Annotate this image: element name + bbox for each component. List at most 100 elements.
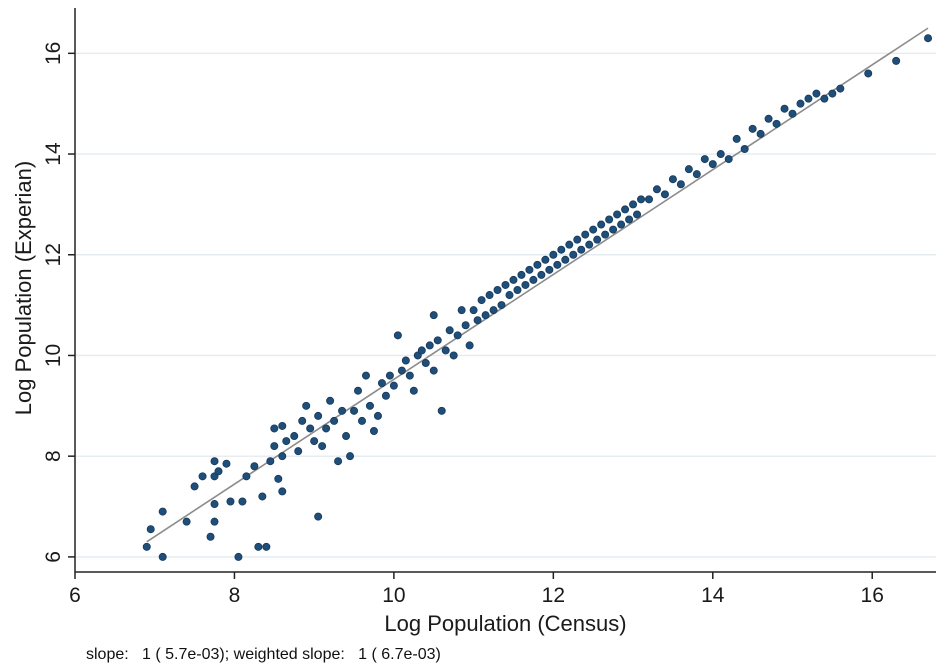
data-point-83	[493, 285, 502, 294]
data-point-141	[812, 89, 821, 98]
data-point-118	[633, 210, 642, 219]
data-point-84	[497, 301, 506, 310]
data-point-15	[238, 497, 247, 506]
data-point-104	[577, 245, 586, 254]
data-point-57	[393, 331, 402, 340]
data-point-140	[804, 94, 813, 103]
data-point-43	[338, 406, 347, 415]
data-point-22	[266, 457, 275, 466]
data-point-2	[158, 552, 167, 561]
data-point-0	[142, 542, 151, 551]
data-point-56	[389, 381, 398, 390]
data-point-87	[509, 275, 518, 284]
data-point-28	[274, 474, 283, 483]
y-tick-label-8: 8	[42, 450, 65, 462]
slope-note: slope: 1 ( 5.7e-03); weighted slope: 1 (…	[86, 646, 441, 663]
grid-lines	[75, 52, 936, 558]
data-point-7	[206, 532, 215, 541]
data-point-95	[541, 255, 550, 264]
data-point-46	[350, 406, 359, 415]
data-point-123	[668, 175, 677, 184]
data-point-1	[146, 525, 155, 534]
x-tick-label-12: 12	[542, 584, 565, 607]
data-point-92	[529, 275, 538, 284]
data-point-126	[692, 170, 701, 179]
data-point-69	[437, 406, 446, 415]
data-point-115	[621, 205, 630, 214]
data-point-23	[270, 442, 279, 451]
data-point-45	[346, 452, 355, 461]
data-point-145	[864, 69, 873, 78]
data-point-65	[425, 341, 434, 350]
data-point-29	[278, 487, 287, 496]
data-point-99	[557, 245, 566, 254]
data-point-48	[357, 416, 366, 425]
x-tick-label-10: 10	[382, 584, 405, 607]
data-point-30	[290, 432, 299, 441]
data-point-124	[676, 180, 685, 189]
data-point-93	[533, 260, 542, 269]
data-point-47	[354, 386, 363, 395]
data-point-132	[740, 144, 749, 153]
data-point-44	[342, 432, 351, 441]
data-point-103	[573, 235, 582, 244]
y-axis-title: Log Population (Experian)	[11, 161, 36, 415]
data-point-77	[469, 306, 478, 315]
y-tick-label-12: 12	[42, 243, 65, 266]
data-point-127	[700, 155, 709, 164]
data-point-119	[637, 195, 646, 204]
data-point-80	[481, 311, 490, 320]
data-point-55	[385, 371, 394, 380]
data-point-38	[318, 442, 327, 451]
x-axis-title: Log Population (Census)	[384, 611, 626, 636]
data-point-42	[334, 457, 343, 466]
data-point-36	[314, 411, 323, 420]
data-point-6	[198, 472, 207, 481]
data-point-54	[381, 391, 390, 400]
data-point-114	[617, 220, 626, 229]
y-tick-label-14: 14	[42, 142, 65, 166]
data-point-117	[629, 200, 638, 209]
data-point-53	[377, 379, 386, 388]
data-point-40	[326, 396, 335, 405]
data-point-51	[369, 426, 378, 435]
data-points	[142, 34, 933, 561]
data-point-8	[210, 517, 219, 526]
data-point-33	[302, 401, 311, 410]
data-point-129	[716, 150, 725, 159]
data-point-31	[294, 447, 303, 456]
data-point-75	[461, 321, 470, 330]
data-point-64	[421, 359, 430, 368]
data-point-94	[537, 270, 546, 279]
data-point-14	[226, 497, 235, 506]
data-point-24	[270, 424, 279, 433]
data-point-116	[625, 215, 634, 224]
y-tick-label-6: 6	[42, 551, 65, 563]
y-tick-label-10: 10	[42, 344, 65, 367]
data-point-138	[788, 109, 797, 118]
data-point-13	[210, 500, 219, 509]
data-point-12	[222, 459, 231, 468]
data-point-112	[609, 225, 618, 234]
data-point-100	[561, 255, 570, 264]
data-point-122	[660, 190, 669, 199]
data-point-146	[892, 56, 901, 65]
data-point-73	[453, 331, 462, 340]
data-point-121	[652, 185, 661, 194]
data-point-143	[828, 89, 837, 98]
data-point-130	[724, 155, 733, 164]
data-point-41	[330, 416, 339, 425]
y-tick-label-16: 16	[42, 42, 65, 65]
data-point-58	[397, 366, 406, 375]
data-point-60	[405, 371, 414, 380]
data-point-96	[545, 265, 554, 274]
data-point-144	[836, 84, 845, 93]
data-point-63	[417, 346, 426, 355]
data-point-68	[433, 336, 442, 345]
data-point-107	[589, 225, 598, 234]
x-tick-label-8: 8	[229, 584, 241, 607]
data-point-59	[401, 356, 410, 365]
data-point-81	[485, 291, 494, 300]
data-point-135	[764, 114, 773, 123]
axis-ticks: 6 8 10 12 14 16 6 8 10 12 14 16	[42, 42, 884, 607]
